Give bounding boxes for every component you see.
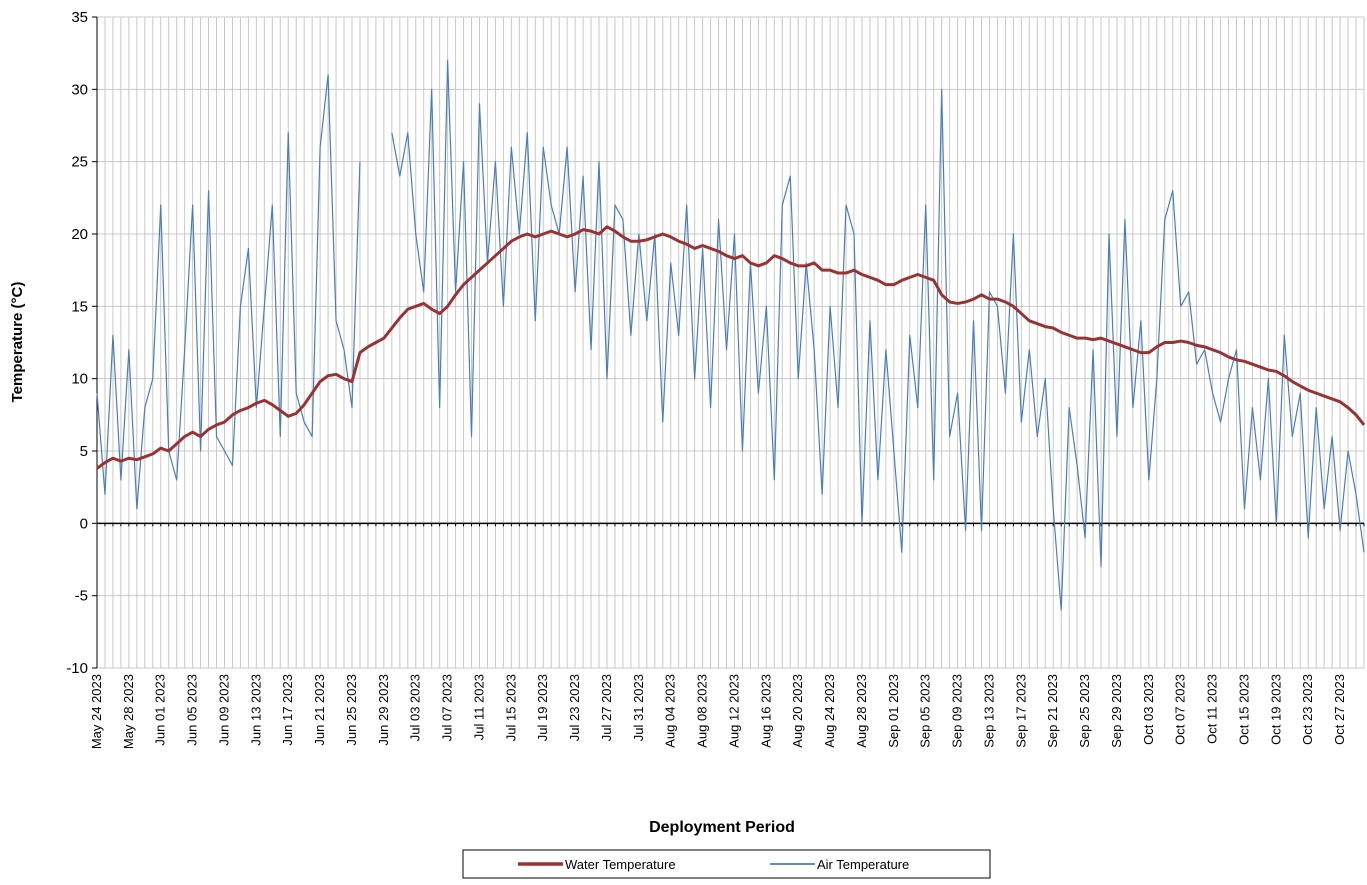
x-tick-label: Aug 08 2023 xyxy=(695,674,710,748)
x-tick-label: Sep 01 2023 xyxy=(886,674,901,748)
y-tick-label: 35 xyxy=(71,9,88,26)
x-tick-label: Oct 03 2023 xyxy=(1141,674,1156,745)
x-tick-label: Aug 04 2023 xyxy=(663,674,678,748)
x-tick-label: Oct 11 2023 xyxy=(1205,674,1220,744)
x-tick-label: Oct 07 2023 xyxy=(1173,674,1188,745)
x-tick-label: May 28 2023 xyxy=(121,674,136,749)
y-axis-label: Temperature (°C) xyxy=(9,282,26,403)
x-tick-label: Aug 16 2023 xyxy=(758,674,773,748)
x-tick-label: Oct 27 2023 xyxy=(1332,674,1347,745)
legend-label: Water Temperature xyxy=(565,857,676,872)
x-tick-label: Jun 09 2023 xyxy=(216,674,231,746)
x-tick-label: Sep 09 2023 xyxy=(950,674,965,748)
x-tick-label: Oct 23 2023 xyxy=(1300,674,1315,745)
legend-label: Air Temperature xyxy=(817,857,909,872)
x-tick-label: Jul 03 2023 xyxy=(408,674,423,741)
x-tick-label: Jul 07 2023 xyxy=(440,674,455,741)
y-tick-label: -5 xyxy=(75,588,88,605)
x-tick-label: Jul 27 2023 xyxy=(599,674,614,741)
x-tick-label: Jun 17 2023 xyxy=(280,674,295,746)
x-tick-label: Jun 21 2023 xyxy=(312,674,327,746)
x-tick-label: Sep 21 2023 xyxy=(1045,674,1060,748)
y-tick-label: 5 xyxy=(80,443,88,460)
x-tick-label: Jul 19 2023 xyxy=(535,674,550,741)
x-tick-label: Aug 24 2023 xyxy=(822,674,837,748)
series-line xyxy=(96,59,1365,611)
x-tick-label: Jul 31 2023 xyxy=(631,674,646,741)
x-tick-label: Jul 11 2023 xyxy=(471,674,486,740)
x-tick-label: Aug 20 2023 xyxy=(790,674,805,748)
x-axis-label: Deployment Period xyxy=(649,819,795,836)
y-tick-label: 10 xyxy=(71,371,88,388)
x-tick-label: Oct 15 2023 xyxy=(1236,674,1251,745)
x-tick-label: Sep 17 2023 xyxy=(1013,674,1028,748)
x-tick-label: Aug 12 2023 xyxy=(726,674,741,748)
y-tick-label: 30 xyxy=(71,81,88,98)
x-tick-label: Jun 29 2023 xyxy=(376,674,391,746)
x-tick-label: Sep 25 2023 xyxy=(1077,674,1092,748)
x-tick-label: Jun 05 2023 xyxy=(185,674,200,746)
y-tick-label: -10 xyxy=(66,660,88,677)
x-tick-label: Jul 23 2023 xyxy=(567,674,582,741)
y-tick-label: 15 xyxy=(71,298,88,315)
x-tick-label: Sep 29 2023 xyxy=(1109,674,1124,748)
x-tick-label: May 24 2023 xyxy=(89,674,104,749)
x-tick-label: Aug 28 2023 xyxy=(854,674,869,748)
x-tick-label: Oct 19 2023 xyxy=(1268,674,1283,745)
x-tick-label: Sep 13 2023 xyxy=(981,674,996,748)
y-tick-label: 0 xyxy=(80,515,88,532)
x-tick-label: Jun 01 2023 xyxy=(153,674,168,746)
series-line xyxy=(96,225,1366,470)
y-tick-label: 25 xyxy=(71,154,88,171)
x-tick-label: Jul 15 2023 xyxy=(503,674,518,741)
x-tick-label: Sep 05 2023 xyxy=(918,674,933,748)
x-tick-label: Jun 13 2023 xyxy=(248,674,263,746)
x-tick-label: Jun 25 2023 xyxy=(344,674,359,746)
y-tick-label: 20 xyxy=(71,226,88,243)
